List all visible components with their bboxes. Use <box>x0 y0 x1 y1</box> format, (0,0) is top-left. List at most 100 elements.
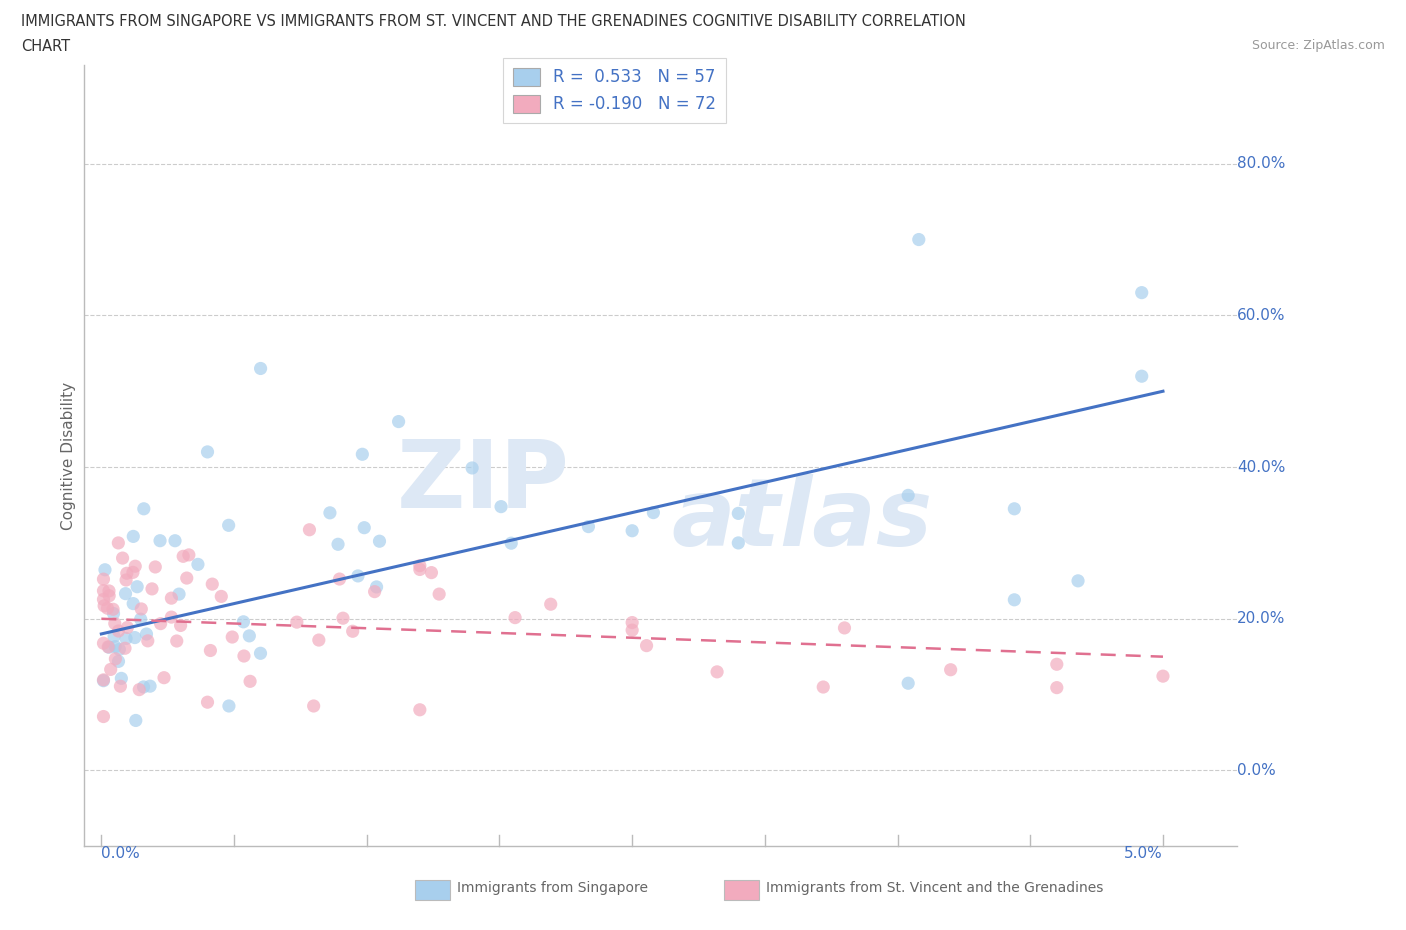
Point <box>727 536 749 551</box>
Point <box>187 557 209 572</box>
Point <box>897 488 920 503</box>
Point <box>101 602 124 617</box>
Point <box>201 577 224 591</box>
Point <box>218 698 240 713</box>
Point <box>1130 369 1153 384</box>
Point <box>366 579 388 594</box>
Point <box>834 620 856 635</box>
Point <box>420 565 443 580</box>
Point <box>104 639 127 654</box>
Point <box>347 568 370 583</box>
Point <box>125 713 148 728</box>
Point <box>139 679 162 694</box>
Text: 60.0%: 60.0% <box>1237 308 1285 323</box>
Point <box>114 641 136 656</box>
Point <box>221 630 243 644</box>
Text: 80.0%: 80.0% <box>1237 156 1285 171</box>
Point <box>706 664 728 679</box>
Point <box>461 460 484 475</box>
Point <box>409 702 432 717</box>
Point <box>127 579 149 594</box>
Point <box>1067 574 1090 589</box>
Point <box>308 632 330 647</box>
Point <box>489 499 512 514</box>
Point <box>163 533 186 548</box>
Point <box>540 597 562 612</box>
Point <box>352 446 374 461</box>
Point <box>200 643 222 658</box>
Point <box>104 616 127 631</box>
Point <box>107 623 129 638</box>
Point <box>132 680 155 695</box>
Point <box>103 606 125 621</box>
Point <box>129 612 152 627</box>
Point <box>128 683 150 698</box>
Point <box>107 536 129 551</box>
Point <box>503 610 526 625</box>
Point <box>1002 592 1025 607</box>
Point <box>153 671 176 685</box>
Point <box>93 598 115 613</box>
Text: Source: ZipAtlas.com: Source: ZipAtlas.com <box>1251 39 1385 52</box>
Point <box>1002 501 1025 516</box>
Point <box>149 617 172 631</box>
Point <box>621 623 644 638</box>
Text: 5.0%: 5.0% <box>1125 846 1163 861</box>
Point <box>124 631 146 645</box>
Point <box>107 654 129 669</box>
Point <box>115 631 138 646</box>
Point <box>302 698 325 713</box>
Point <box>177 548 200 563</box>
Point <box>141 581 163 596</box>
Point <box>621 524 644 538</box>
Point <box>1130 286 1153 300</box>
Point <box>578 519 600 534</box>
Point <box>907 232 929 247</box>
Point <box>93 709 115 724</box>
Point <box>104 651 127 666</box>
Point <box>363 584 385 599</box>
Point <box>353 520 375 535</box>
Text: Immigrants from St. Vincent and the Grenadines: Immigrants from St. Vincent and the Gren… <box>766 881 1104 896</box>
Point <box>409 562 432 577</box>
Text: CHART: CHART <box>21 39 70 54</box>
Point <box>233 648 256 663</box>
Text: 0.0%: 0.0% <box>1237 763 1277 778</box>
Point <box>1046 680 1069 695</box>
Text: Immigrants from Singapore: Immigrants from Singapore <box>457 881 648 896</box>
Point <box>167 587 190 602</box>
Point <box>122 596 145 611</box>
Point <box>1152 669 1174 684</box>
Legend: R =  0.533   N = 57, R = -0.190   N = 72: R = 0.533 N = 57, R = -0.190 N = 72 <box>503 58 727 124</box>
Point <box>232 615 254 630</box>
Point <box>115 565 138 580</box>
Point <box>249 361 271 376</box>
Point <box>135 627 157 642</box>
Point <box>149 533 172 548</box>
Point <box>197 445 219 459</box>
Point <box>122 529 145 544</box>
Point <box>98 589 121 604</box>
Point <box>132 501 155 516</box>
Point <box>387 414 409 429</box>
Point <box>108 642 131 657</box>
Point <box>93 672 115 687</box>
Point <box>1046 657 1069 671</box>
Point <box>124 559 146 574</box>
Point <box>114 586 136 601</box>
Point <box>328 572 350 587</box>
Point <box>197 695 219 710</box>
Point <box>166 633 188 648</box>
Point <box>169 618 191 633</box>
Point <box>727 506 749 521</box>
Point <box>97 640 120 655</box>
Point <box>100 662 122 677</box>
Text: atlas: atlas <box>672 474 932 566</box>
Point <box>103 629 125 644</box>
Point <box>501 536 523 551</box>
Point <box>368 534 391 549</box>
Point <box>115 573 138 588</box>
Text: ZIP: ZIP <box>396 436 569 528</box>
Point <box>97 640 120 655</box>
Point <box>94 563 117 578</box>
